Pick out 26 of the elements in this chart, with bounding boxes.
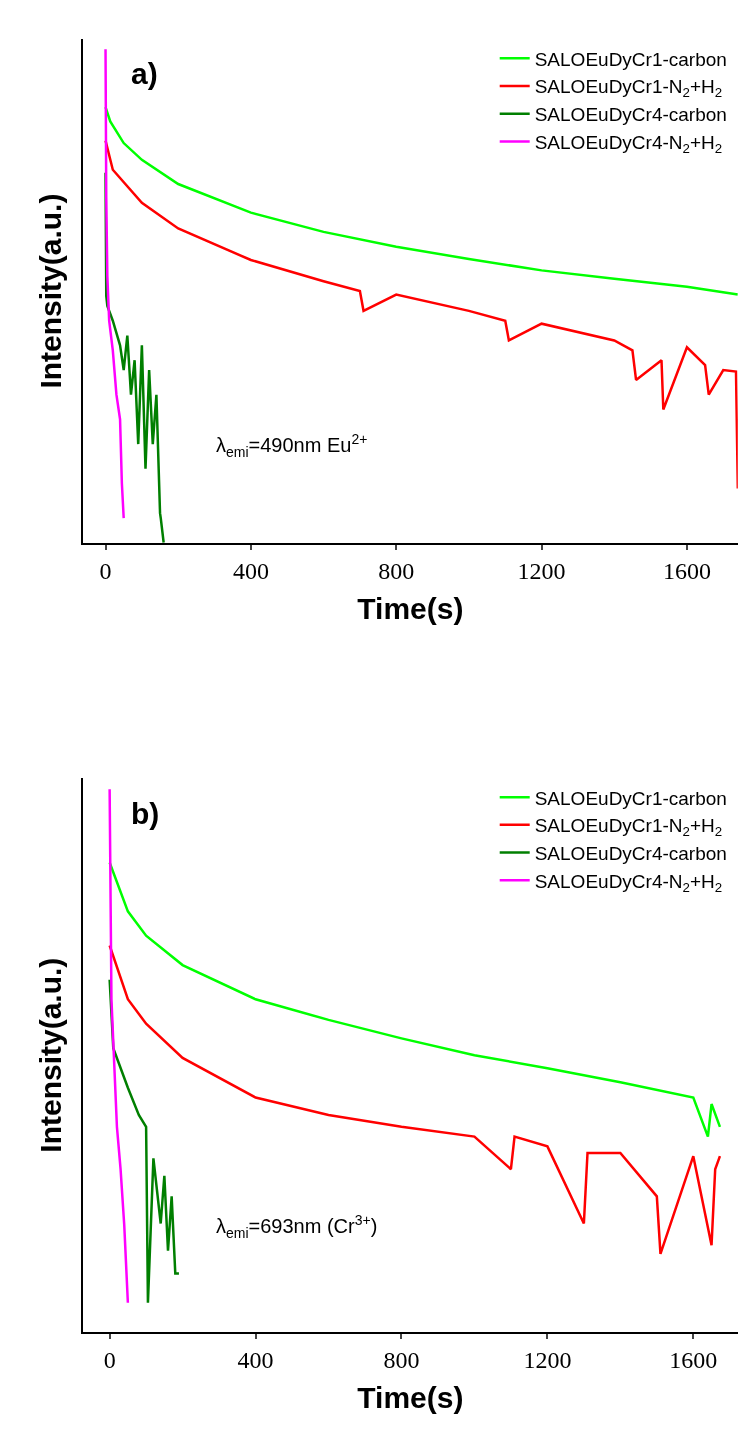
legend-label: SALOEuDyCr1-N$_{2}$+H$_{2}$ bbox=[534, 76, 723, 101]
legend-label: SALOEuDyCr1-carbon bbox=[534, 48, 727, 70]
x-tick-label: 1200 bbox=[523, 1346, 572, 1373]
annotation: a) bbox=[131, 57, 158, 90]
legend-label: SALOEuDyCr1-carbon bbox=[534, 787, 727, 809]
legend-label: SALOEuDyCr4-N$_{2}$+H$_{2}$ bbox=[534, 870, 723, 895]
annotation: b) bbox=[131, 797, 160, 830]
legend-label: SALOEuDyCr4-carbon bbox=[534, 104, 727, 126]
x-tick-label: 0 bbox=[103, 1346, 116, 1373]
y-axis-title: Intensity(a.u.) bbox=[34, 193, 68, 389]
x-axis-title: Time(s) bbox=[357, 1380, 464, 1414]
legend-label: SALOEuDyCr4-carbon bbox=[534, 842, 727, 864]
x-tick-label: 0 bbox=[99, 557, 112, 584]
annotation: λ$_{emi}$=693nm (Cr$^{3+}$) bbox=[216, 1212, 378, 1241]
x-tick-label: 1600 bbox=[662, 557, 711, 584]
x-tick-label: 800 bbox=[383, 1346, 420, 1373]
x-tick-label: 1200 bbox=[517, 557, 566, 584]
annotation: λ$_{emi}$=490nm Eu$^{2+}$ bbox=[216, 431, 368, 460]
x-tick-label: 400 bbox=[237, 1346, 274, 1373]
legend-label: SALOEuDyCr4-N$_{2}$+H$_{2}$ bbox=[534, 131, 723, 156]
y-axis-title: Intensity(a.u.) bbox=[34, 957, 68, 1153]
x-tick-label: 400 bbox=[232, 557, 269, 584]
x-tick-label: 1600 bbox=[669, 1346, 718, 1373]
x-axis-title: Time(s) bbox=[357, 591, 464, 625]
x-tick-label: 800 bbox=[378, 557, 415, 584]
legend-label: SALOEuDyCr1-N$_{2}$+H$_{2}$ bbox=[534, 815, 723, 840]
